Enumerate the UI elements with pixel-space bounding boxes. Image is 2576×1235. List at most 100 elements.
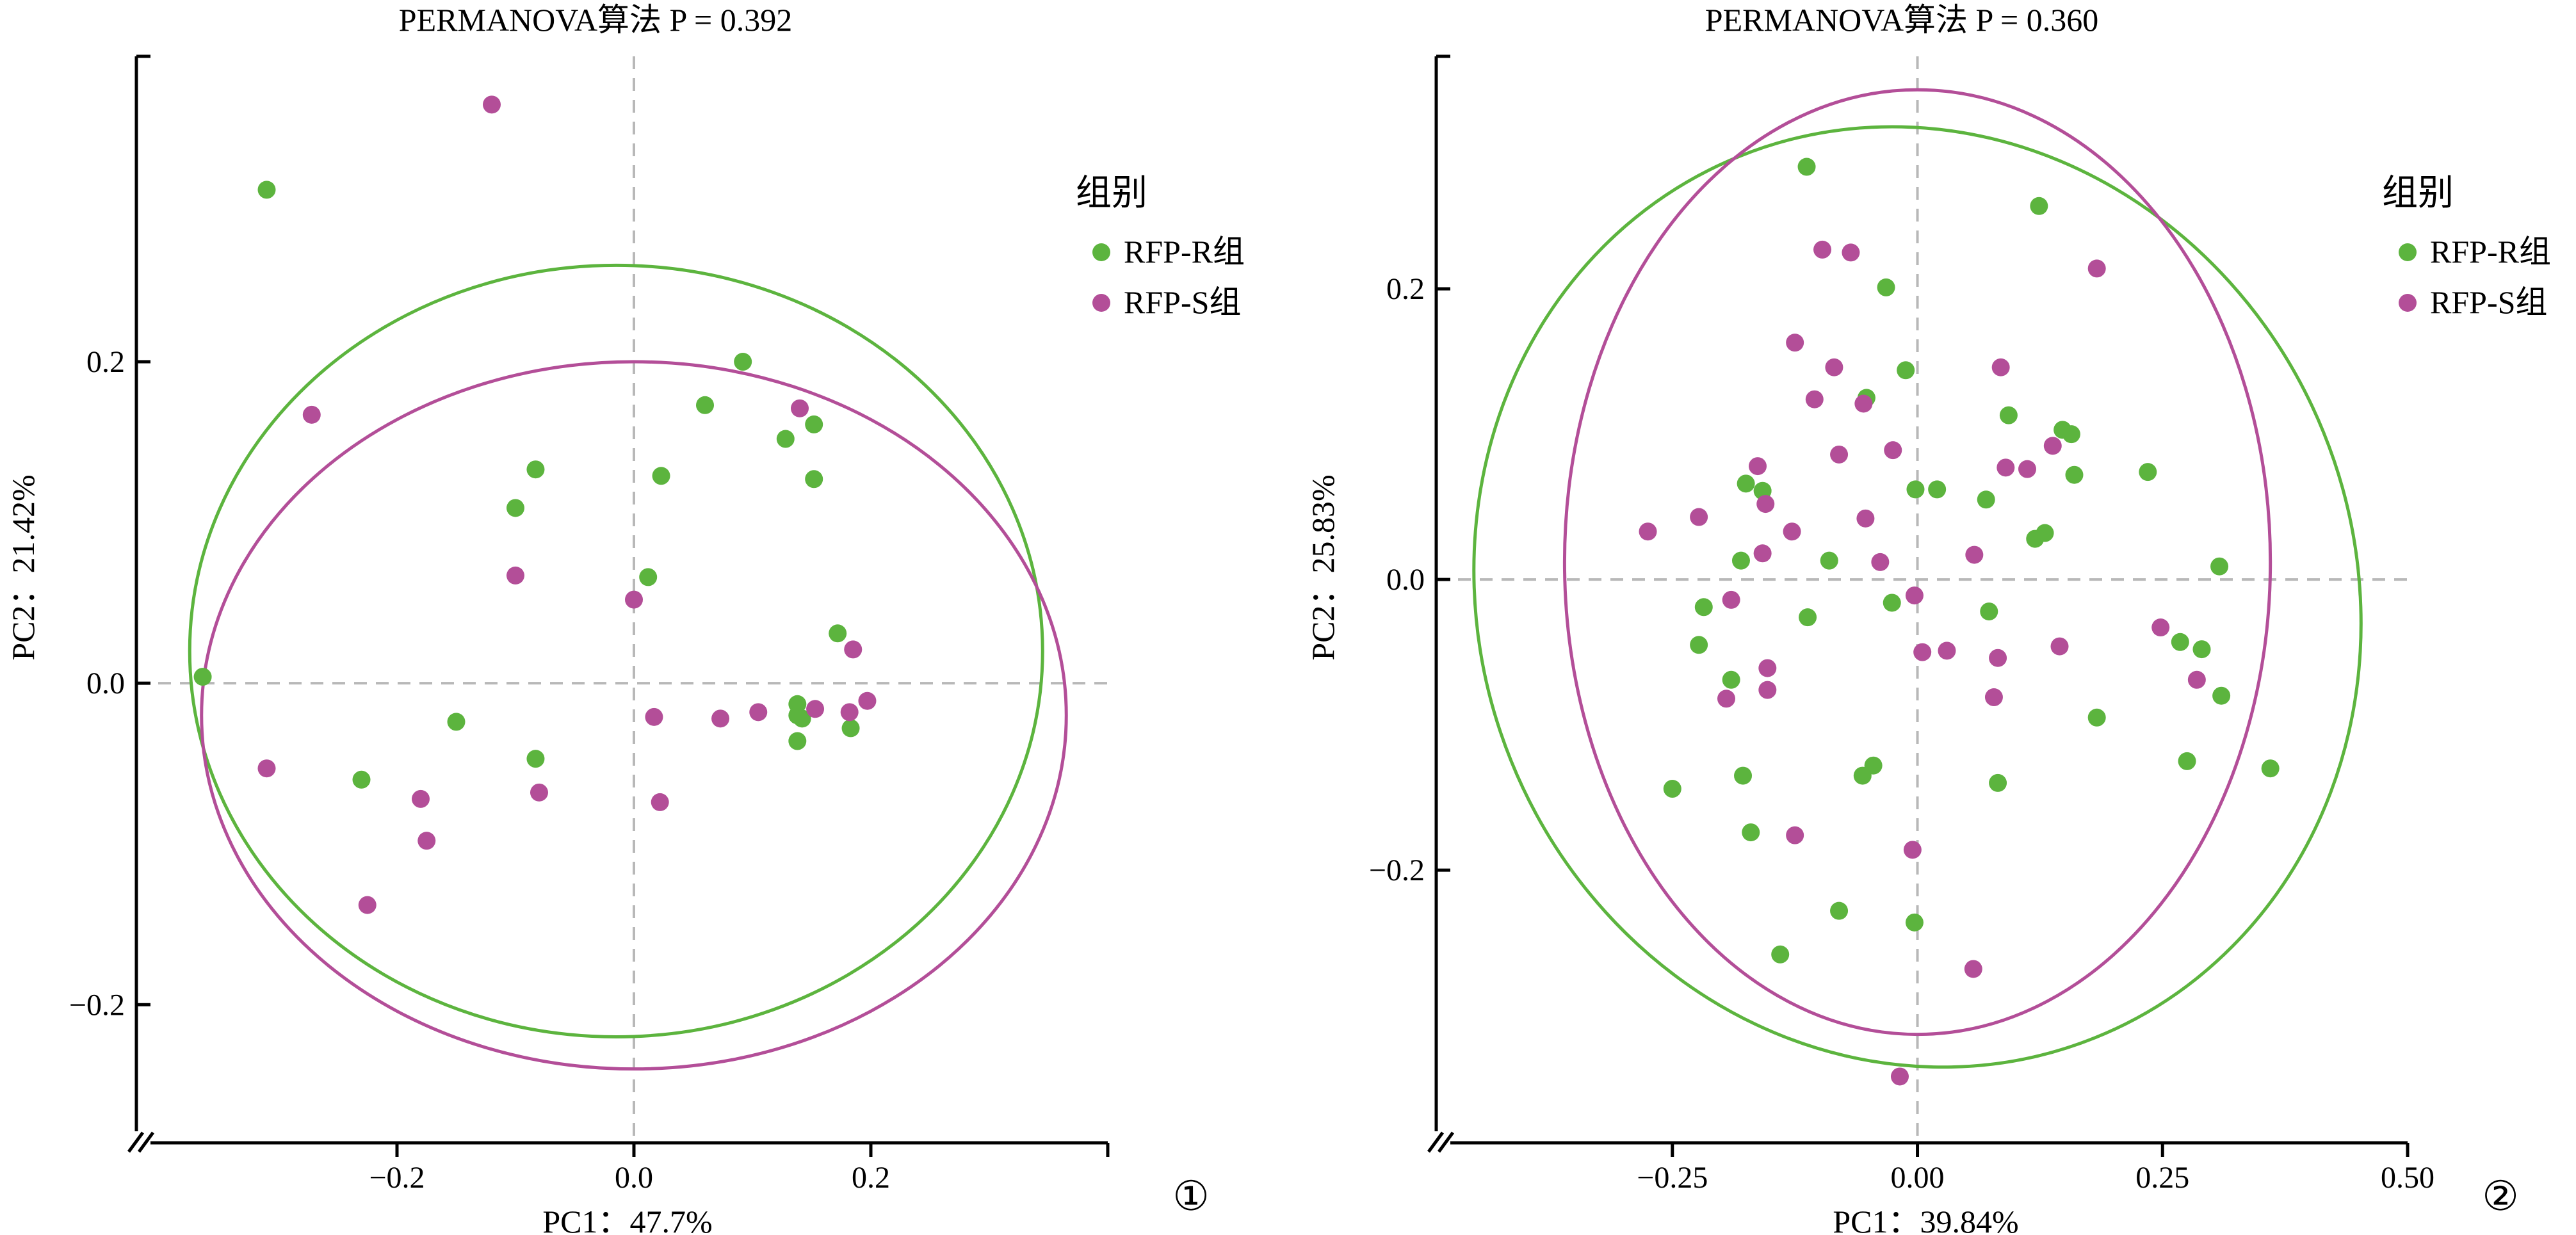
- data-point-r: [1977, 490, 1995, 509]
- data-point-s: [412, 789, 430, 808]
- data-point-r: [2139, 463, 2157, 481]
- legend-marker: [1092, 243, 1110, 261]
- data-point-s: [1758, 681, 1777, 699]
- data-point-r: [1820, 551, 1838, 570]
- chart-title: PERMANOVA算法 P = 0.392: [399, 2, 792, 38]
- axis-break-mark: [127, 1131, 145, 1153]
- data-point-s: [1989, 649, 2007, 667]
- y-tick-label: −0.2: [1369, 853, 1425, 887]
- data-point-s: [302, 405, 321, 424]
- data-point-s: [1753, 544, 1772, 563]
- axis-break-mark: [1437, 1131, 1455, 1153]
- data-point-s: [1903, 841, 1922, 859]
- data-point-s: [749, 703, 768, 722]
- data-point-s: [1758, 659, 1777, 677]
- data-point-s: [858, 691, 877, 710]
- y-tick-label: 0.0: [86, 666, 125, 700]
- data-point-r: [447, 713, 466, 731]
- data-point-r: [1906, 480, 1925, 499]
- x-axis-label: PC1：39.84%: [1833, 1204, 2018, 1235]
- data-point-r: [1980, 602, 1998, 621]
- data-point-s: [1690, 508, 1708, 526]
- panel-label: ②: [2482, 1174, 2518, 1219]
- data-point-r: [1928, 480, 1947, 499]
- data-point-r: [352, 770, 371, 789]
- data-point-r: [1742, 823, 1760, 842]
- x-tick-label: −0.25: [1637, 1161, 1708, 1195]
- legend: 组别 RFP-R组 RFP-S组: [1076, 174, 1245, 320]
- data-point-s: [806, 700, 825, 718]
- data-point-r: [2210, 557, 2229, 576]
- data-point-s: [1871, 553, 1890, 571]
- data-point-s: [417, 832, 436, 850]
- data-point-r: [1905, 913, 1924, 932]
- data-point-s: [1756, 495, 1775, 513]
- data-point-s: [1965, 545, 1984, 564]
- data-point-s: [711, 709, 730, 728]
- confidence-ellipse-2: [200, 360, 1068, 1071]
- data-point-s: [1805, 390, 1824, 408]
- data-point-s: [1786, 334, 1804, 352]
- x-tick-label: 0.00: [1891, 1161, 1945, 1195]
- y-tick-label: 0.2: [86, 345, 125, 379]
- legend: 组别 RFP-R组 RFP-S组: [2382, 174, 2551, 320]
- data-point-s: [1913, 643, 1932, 661]
- data-point-r: [776, 430, 795, 448]
- data-point-s: [1964, 960, 1982, 978]
- data-point-r: [1737, 474, 1755, 493]
- data-point-r: [1897, 361, 1915, 380]
- data-point-s: [1783, 522, 1801, 541]
- data-point-s: [2087, 259, 2106, 278]
- legend-marker: [1092, 294, 1110, 312]
- data-point-s: [1830, 445, 1849, 464]
- data-point-s: [1991, 358, 2010, 376]
- data-point-s: [1997, 458, 2015, 477]
- chart-title: PERMANOVA算法 P = 0.360: [1705, 2, 2098, 38]
- data-point-r: [2192, 640, 2211, 659]
- data-point-r: [829, 624, 847, 643]
- confidence-ellipse-1: [1472, 125, 2363, 1069]
- data-point-s: [791, 399, 809, 417]
- data-point-s: [1856, 509, 1875, 528]
- data-point-s: [2050, 637, 2069, 656]
- x-tick-label: 0.2: [852, 1161, 890, 1195]
- data-point-r: [805, 470, 823, 488]
- chart-panel-1: −0.2 0.0 0.2 −0.2 0.0 0.2 PERMANOVA算法 P = 0.39…: [5, 2, 1245, 1235]
- data-point-s: [625, 590, 643, 609]
- panel-label: ①: [1172, 1174, 1209, 1219]
- data-point-r: [2062, 425, 2080, 444]
- data-point-r: [2171, 633, 2189, 651]
- data-point-s: [1984, 688, 2003, 707]
- chart-panel-2: −0.25 0.00 0.25 0.50 −0.2 0.0 0.2 PERMANOVA算法 P…: [1305, 2, 2551, 1235]
- data-point-r: [1797, 157, 1816, 176]
- data-point-s: [1813, 240, 1832, 259]
- legend-title: 组别: [1076, 174, 1147, 213]
- data-point-r: [2178, 752, 2196, 770]
- legend-entry-label: RFP-R组: [2430, 234, 2551, 270]
- data-point-s: [2151, 618, 2170, 637]
- y-tick-label: −0.2: [69, 988, 125, 1022]
- legend-marker: [2399, 294, 2417, 312]
- data-point-s: [1890, 1067, 1909, 1086]
- data-point-s: [651, 793, 669, 811]
- data-point-s: [1884, 441, 1902, 460]
- data-point-r: [257, 181, 276, 199]
- x-tick-label: −0.2: [369, 1161, 425, 1195]
- data-point-r: [1877, 278, 1895, 296]
- y-axis-label: PC2：25.83%: [1305, 474, 1341, 660]
- confidence-ellipse-2: [1562, 88, 2272, 1037]
- data-point-s: [358, 896, 377, 914]
- data-point-r: [788, 732, 807, 750]
- data-point-s: [2018, 460, 2036, 478]
- data-point-s: [645, 707, 663, 726]
- data-point-r: [1989, 773, 2007, 792]
- data-point-r: [1734, 766, 1753, 785]
- legend-entry-label: RFP-R组: [1124, 234, 1245, 270]
- data-point-s: [844, 640, 863, 659]
- data-point-s: [1905, 586, 1924, 605]
- y-axis-label: PC2：21.42%: [5, 474, 41, 660]
- data-point-s: [2187, 670, 2206, 689]
- y-tick-label: 0.0: [1386, 563, 1425, 597]
- axis-break-mark: [137, 1131, 155, 1153]
- data-point-r: [805, 415, 823, 433]
